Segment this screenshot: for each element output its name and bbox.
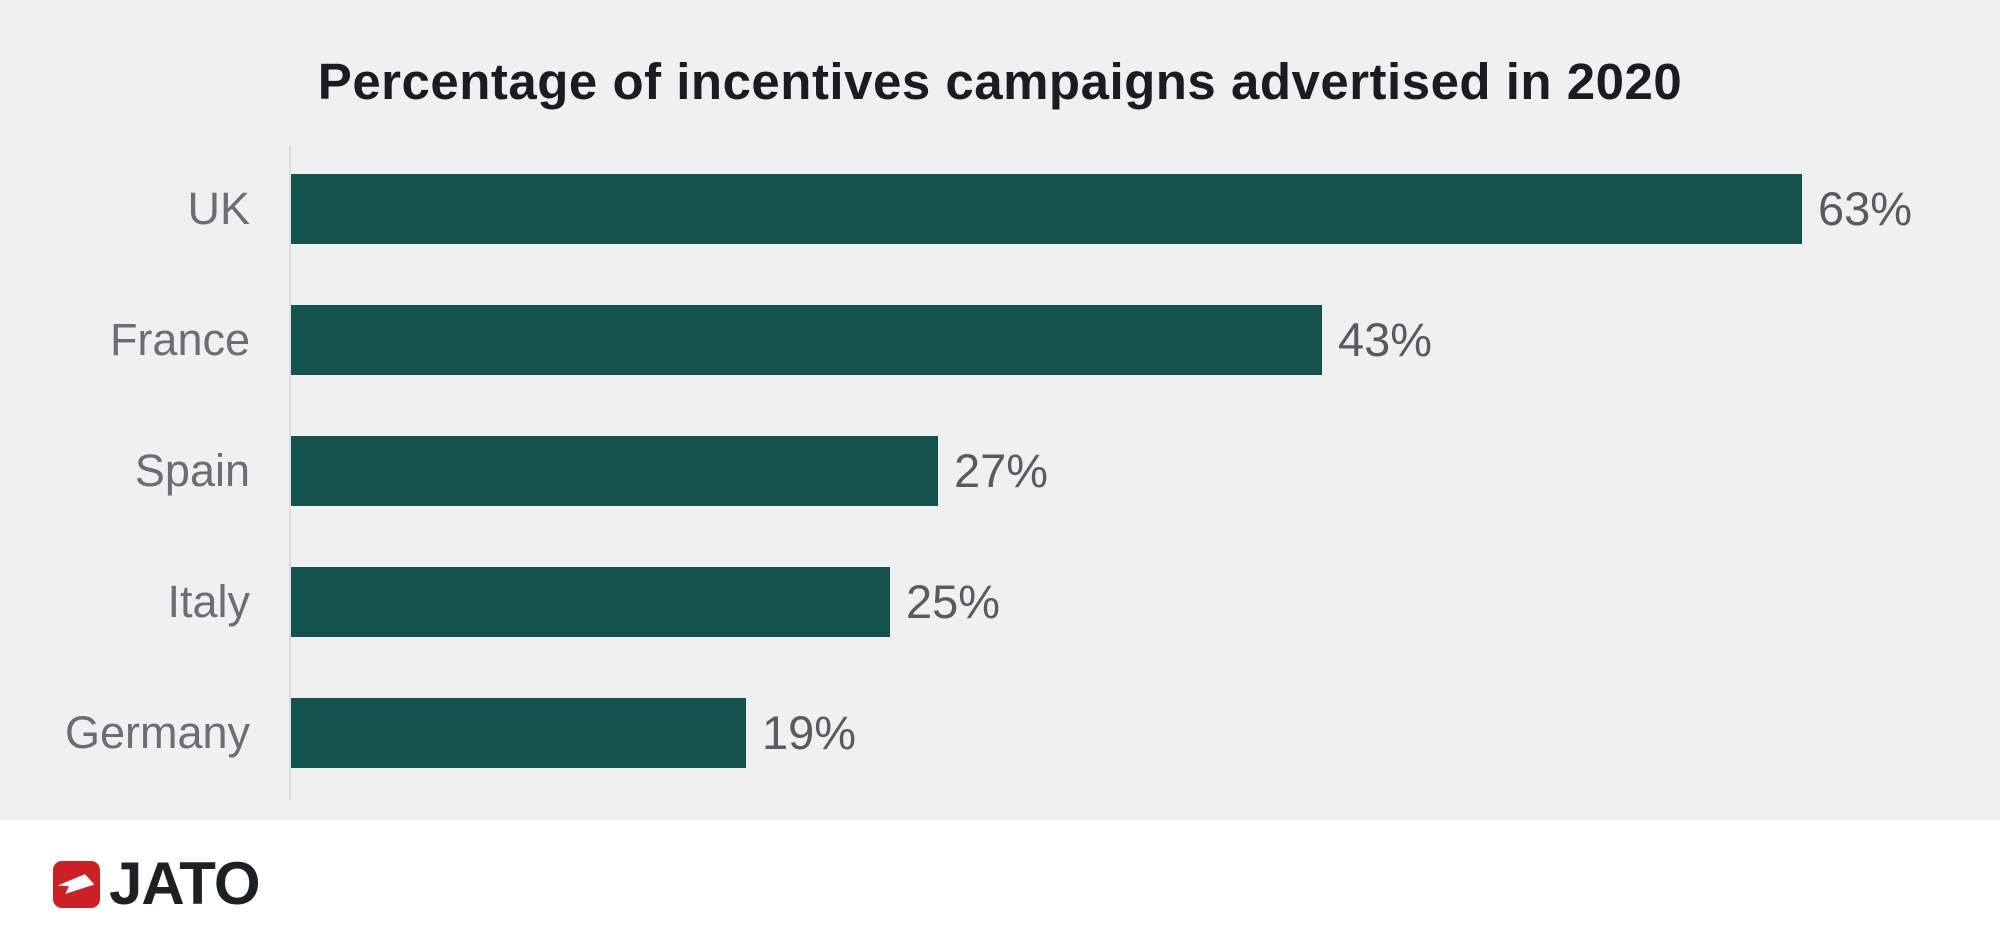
value-label: 43% bbox=[1338, 313, 1433, 366]
jato-arrow-icon bbox=[53, 860, 100, 908]
value-label: 19% bbox=[762, 706, 857, 759]
chart-title: Percentage of incentives campaigns adver… bbox=[317, 53, 1683, 110]
bar-row: Italy 25% bbox=[0, 536, 2000, 667]
plot-area: UK 63% France 43% Spain 27% Italy 25% Germany 19% bbox=[0, 143, 2000, 800]
bar-track: 27% bbox=[290, 435, 2000, 506]
footer: JATO bbox=[0, 820, 2000, 944]
bar-row: France 43% bbox=[0, 274, 2000, 405]
bar-chart-panel: Percentage of incentives campaigns adver… bbox=[0, 0, 2000, 820]
jato-logo: JATO bbox=[53, 850, 260, 917]
category-label: UK bbox=[187, 182, 250, 234]
bar-track: 25% bbox=[290, 566, 2000, 637]
category-label: Italy bbox=[167, 575, 250, 627]
bar-rows: UK 63% France 43% Spain 27% Italy 25% Germany 19% bbox=[0, 143, 2000, 798]
jato-logo-text: JATO bbox=[109, 850, 260, 917]
bar-row: Spain 27% bbox=[0, 405, 2000, 536]
category-label: Spain bbox=[134, 444, 250, 496]
value-label: 63% bbox=[1818, 182, 1913, 235]
bar-row: UK 63% bbox=[0, 143, 2000, 274]
bar-row: Germany 19% bbox=[0, 667, 2000, 798]
bar bbox=[290, 697, 746, 768]
value-label: 25% bbox=[906, 575, 1001, 628]
category-label: Germany bbox=[64, 706, 250, 758]
value-label: 27% bbox=[954, 444, 1049, 497]
bar bbox=[290, 566, 890, 637]
bar-track: 63% bbox=[290, 173, 2000, 244]
bar bbox=[290, 173, 1802, 244]
bar bbox=[290, 304, 1322, 375]
bar-track: 43% bbox=[290, 304, 2000, 375]
bar bbox=[290, 435, 938, 506]
y-axis-line bbox=[289, 145, 291, 800]
category-label: France bbox=[109, 313, 250, 365]
bar-track: 19% bbox=[290, 697, 2000, 768]
